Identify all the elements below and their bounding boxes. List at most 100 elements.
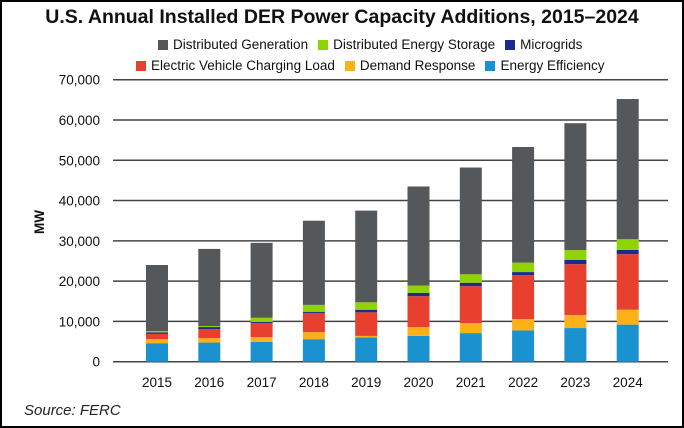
bar-segment xyxy=(146,339,168,344)
bar-segment xyxy=(512,272,535,276)
bar-segment xyxy=(198,248,221,327)
y-tick-label: 50,000 xyxy=(59,153,100,168)
bar-segment xyxy=(355,309,378,313)
bar-segment xyxy=(459,167,482,275)
bar-segment xyxy=(564,123,587,251)
x-tick-label: 2020 xyxy=(403,375,433,390)
legend-label: Electric Vehicle Charging Load xyxy=(151,58,335,73)
y-tick-label: 0 xyxy=(92,355,100,370)
bar-segment xyxy=(407,285,430,293)
bar-segment xyxy=(459,274,482,283)
x-tick-label: 2022 xyxy=(508,375,538,390)
bar-segment xyxy=(616,249,639,255)
bar-segment xyxy=(616,324,639,362)
legend-swatch xyxy=(136,60,146,71)
legend-swatch xyxy=(485,60,496,71)
bar-segment xyxy=(302,304,325,312)
bar-segment xyxy=(250,337,273,342)
x-tick-label: 2019 xyxy=(351,375,381,390)
bar-segment xyxy=(250,242,273,318)
legend-item: Distributed Energy Storage xyxy=(318,37,495,52)
x-tick-label: 2024 xyxy=(613,375,644,390)
chart-title: U.S. Annual Installed DER Power Capacity… xyxy=(45,6,639,28)
legend-row-2: Electric Vehicle Charging Load Demand Res… xyxy=(136,58,605,73)
bar-segment xyxy=(407,327,430,336)
bar-segment xyxy=(302,312,325,333)
bar-segment xyxy=(564,328,587,362)
legend-swatch xyxy=(505,39,516,50)
bar-segment xyxy=(302,220,325,305)
x-tick-label: 2016 xyxy=(194,375,224,390)
legend-label: Microgrids xyxy=(520,37,583,52)
bar-segment xyxy=(512,330,535,362)
bar-segment xyxy=(512,318,535,331)
bar-segment xyxy=(250,322,273,324)
bar-segment xyxy=(459,323,482,334)
bar-segment xyxy=(407,296,430,328)
y-axis-label: MW xyxy=(32,210,47,234)
bar-segment xyxy=(250,317,273,323)
legend-item: Distributed Generation xyxy=(158,37,308,52)
bar-segment xyxy=(512,262,535,273)
bar-segment xyxy=(146,332,168,334)
bar-segment xyxy=(146,343,168,362)
x-tick-label: 2018 xyxy=(299,375,329,390)
bar-segment xyxy=(616,254,639,310)
x-tick-label: 2023 xyxy=(560,375,590,390)
bar-segment xyxy=(564,264,587,315)
bar-segment xyxy=(616,239,639,250)
legend-label: Distributed Energy Storage xyxy=(333,37,496,52)
x-tick-label: 2017 xyxy=(247,375,277,390)
bar-segment xyxy=(198,326,221,328)
bar-segment xyxy=(564,250,587,260)
bar-segment xyxy=(459,286,482,324)
bar-segment xyxy=(198,327,221,330)
bar-segment xyxy=(407,292,430,297)
bar-segment xyxy=(146,333,168,340)
legend-row-1: Distributed Generation Distributed Energy… xyxy=(158,37,582,52)
legend-swatch xyxy=(318,39,329,50)
bar-segment xyxy=(302,311,325,313)
bar-segment xyxy=(146,265,168,332)
legend-item: Demand Response xyxy=(344,58,476,73)
legend-label: Energy Efficiency xyxy=(500,58,605,73)
legend-item: Energy Efficiency xyxy=(485,58,605,73)
legend-swatch xyxy=(158,39,168,50)
bar-segment xyxy=(250,341,273,362)
legend-item: Electric Vehicle Charging Load xyxy=(136,58,335,73)
source-note: Source: FERC xyxy=(24,402,121,419)
legend-swatch xyxy=(344,60,355,71)
y-tick-label: 30,000 xyxy=(59,234,100,249)
y-tick-label: 40,000 xyxy=(59,194,100,209)
bar-segment xyxy=(146,331,168,333)
x-tick-label: 2021 xyxy=(456,375,486,390)
legend-label: Distributed Generation xyxy=(173,37,309,52)
bar-segment xyxy=(250,323,273,338)
bar-segment xyxy=(407,186,430,286)
bar-segment xyxy=(302,339,325,362)
x-tick-label: 2015 xyxy=(142,375,172,390)
bar-segment xyxy=(355,312,378,336)
bar-segment xyxy=(616,309,639,325)
bar-segment xyxy=(355,302,378,310)
bar-segment xyxy=(355,337,378,362)
bar-segment xyxy=(355,210,378,303)
bar-segment xyxy=(616,99,639,240)
bar-segment xyxy=(512,146,535,263)
y-tick-label: 70,000 xyxy=(59,73,100,88)
legend-item: Microgrids xyxy=(505,37,582,52)
y-tick-label: 20,000 xyxy=(59,274,100,289)
bar-segment xyxy=(407,335,430,362)
bar-segment xyxy=(459,333,482,362)
bar-segment xyxy=(564,259,587,265)
bar-segment xyxy=(459,282,482,287)
bar-segment xyxy=(198,338,221,343)
bar-segment xyxy=(198,329,221,339)
bar-segment xyxy=(512,275,535,319)
y-tick-label: 10,000 xyxy=(59,314,100,329)
bar-segment xyxy=(302,332,325,340)
legend-label: Demand Response xyxy=(359,58,476,73)
bar-segment xyxy=(198,342,221,362)
y-tick-label: 60,000 xyxy=(59,113,100,128)
bar-segment xyxy=(355,335,378,338)
